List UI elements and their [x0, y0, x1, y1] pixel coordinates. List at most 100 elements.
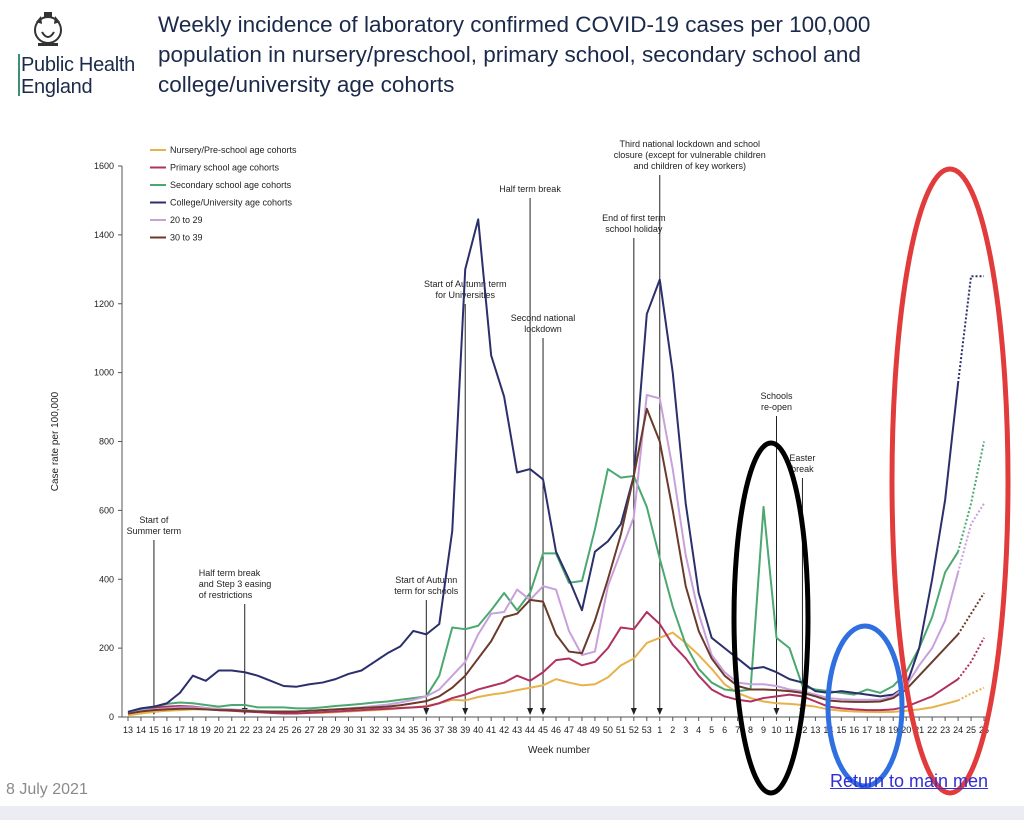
highlight-ellipse [889, 166, 1011, 796]
y-tick-label: 200 [99, 643, 114, 653]
y-tick-label: 1600 [94, 161, 114, 171]
y-tick-label: 1400 [94, 230, 114, 240]
x-tick-label: 20 [901, 725, 911, 735]
phe-logo: Public Health England [18, 10, 148, 98]
annotation-label: Start of Autumn [395, 575, 457, 585]
org-name-line1: Public Health [21, 54, 135, 76]
x-tick-label: 41 [486, 725, 496, 735]
arrowhead-icon [423, 708, 430, 715]
y-tick-label: 1200 [94, 299, 114, 309]
series-line [127, 468, 959, 714]
x-tick-label: 22 [240, 725, 250, 735]
slide-date: 8 July 2021 [6, 781, 88, 798]
x-tick-label: 5 [709, 725, 714, 735]
x-tick-label: 17 [862, 725, 872, 735]
annotation-label: school holiday [605, 224, 663, 234]
x-tick-label: 22 [927, 725, 937, 735]
x-tick-label: 1 [657, 725, 662, 735]
x-tick-label: 30 [343, 725, 353, 735]
x-tick-label: 46 [551, 725, 561, 735]
return-to-main-menu-link[interactable]: Return to main men [830, 771, 989, 791]
logo-accent-bar [18, 54, 20, 96]
annotation-label: closure (except for vulnerable children [614, 150, 766, 160]
x-tick-label: 16 [162, 725, 172, 735]
annotation-label: for Universities [435, 290, 495, 300]
arrowhead-icon [656, 708, 663, 715]
legend-item-label: 30 to 39 [170, 233, 203, 243]
x-tick-label: 40 [473, 725, 483, 735]
x-tick-label: 2 [670, 725, 675, 735]
slide-title: Weekly incidence of laboratory confirmed… [158, 12, 871, 97]
annotation-label: Start of [139, 515, 169, 525]
legend-item-label: 20 to 29 [170, 215, 203, 225]
arrowhead-icon [630, 708, 637, 715]
x-tick-label: 27 [305, 725, 315, 735]
y-tick-label: 800 [99, 437, 114, 447]
y-tick-label: 1000 [94, 368, 114, 378]
x-tick-label: 14 [136, 725, 146, 735]
x-tick-label: 3 [683, 725, 688, 735]
series-projection-line [957, 275, 985, 384]
x-tick-label: 51 [616, 725, 626, 735]
x-tick-label: 19 [888, 725, 898, 735]
x-tick-label: 10 [771, 725, 781, 735]
arrowhead-icon [462, 708, 469, 715]
arrowhead-icon [527, 708, 534, 715]
x-tick-label: 19 [201, 725, 211, 735]
annotation-label: Summer term [127, 526, 182, 536]
x-tick-label: 18 [875, 725, 885, 735]
series-line [127, 610, 959, 715]
series-projection-line [957, 441, 985, 552]
org-name-line2: England [21, 76, 93, 98]
x-tick-label: 9 [761, 725, 766, 735]
highlight-ellipses [731, 166, 1011, 796]
x-tick-label: 34 [395, 725, 405, 735]
annotation-label: Second national [511, 313, 576, 323]
x-tick-label: 23 [940, 725, 950, 735]
annotation-label: Easter [789, 453, 815, 463]
x-tick-label: 37 [434, 725, 444, 735]
x-tick-label: 33 [382, 725, 392, 735]
x-tick-label: 12 [797, 725, 807, 735]
x-tick-label: 18 [188, 725, 198, 735]
highlight-ellipse [731, 440, 811, 796]
x-axis-title: Week number [528, 745, 591, 756]
annotation-label: lockdown [524, 324, 562, 334]
series-projection-line [957, 502, 985, 573]
x-tick-label: 20 [214, 725, 224, 735]
x-tick-label: 38 [447, 725, 457, 735]
series-line [127, 407, 959, 715]
annotation-label: Schools [760, 391, 793, 401]
x-tick-label: 4 [696, 725, 701, 735]
x-tick-label: 15 [149, 725, 159, 735]
x-tick-label: 15 [836, 725, 846, 735]
x-tick-label: 28 [318, 725, 328, 735]
x-tick-label: 13 [810, 725, 820, 735]
annotation-label: Half term break [499, 184, 561, 194]
x-tick-label: 39 [460, 725, 470, 735]
annotation-label: term for schools [394, 586, 459, 596]
x-tick-label: 29 [331, 725, 341, 735]
annotation-label: re-open [761, 402, 792, 412]
x-tick-label: 13 [123, 725, 133, 735]
x-tick-label: 16 [849, 725, 859, 735]
x-tick-label: 31 [356, 725, 366, 735]
footer-strip [0, 806, 1024, 820]
x-tick-label: 50 [603, 725, 613, 735]
x-tick-label: 49 [590, 725, 600, 735]
x-tick-label: 47 [564, 725, 574, 735]
annotation-label: and Step 3 easing [199, 579, 272, 589]
arrowhead-icon [540, 708, 547, 715]
x-tick-label: 42 [499, 725, 509, 735]
x-tick-label: 48 [577, 725, 587, 735]
x-tick-label: 35 [408, 725, 418, 735]
x-tick-label: 7 [735, 725, 740, 735]
x-tick-label: 6 [722, 725, 727, 735]
annotation-label: and children of key workers) [633, 161, 746, 171]
x-tick-label: 23 [253, 725, 263, 735]
x-tick-label: 44 [525, 725, 535, 735]
royal-crest-icon [34, 12, 62, 46]
legend-item-label: Primary school age cohorts [170, 163, 280, 173]
legend-item-label: Secondary school age cohorts [170, 180, 292, 190]
